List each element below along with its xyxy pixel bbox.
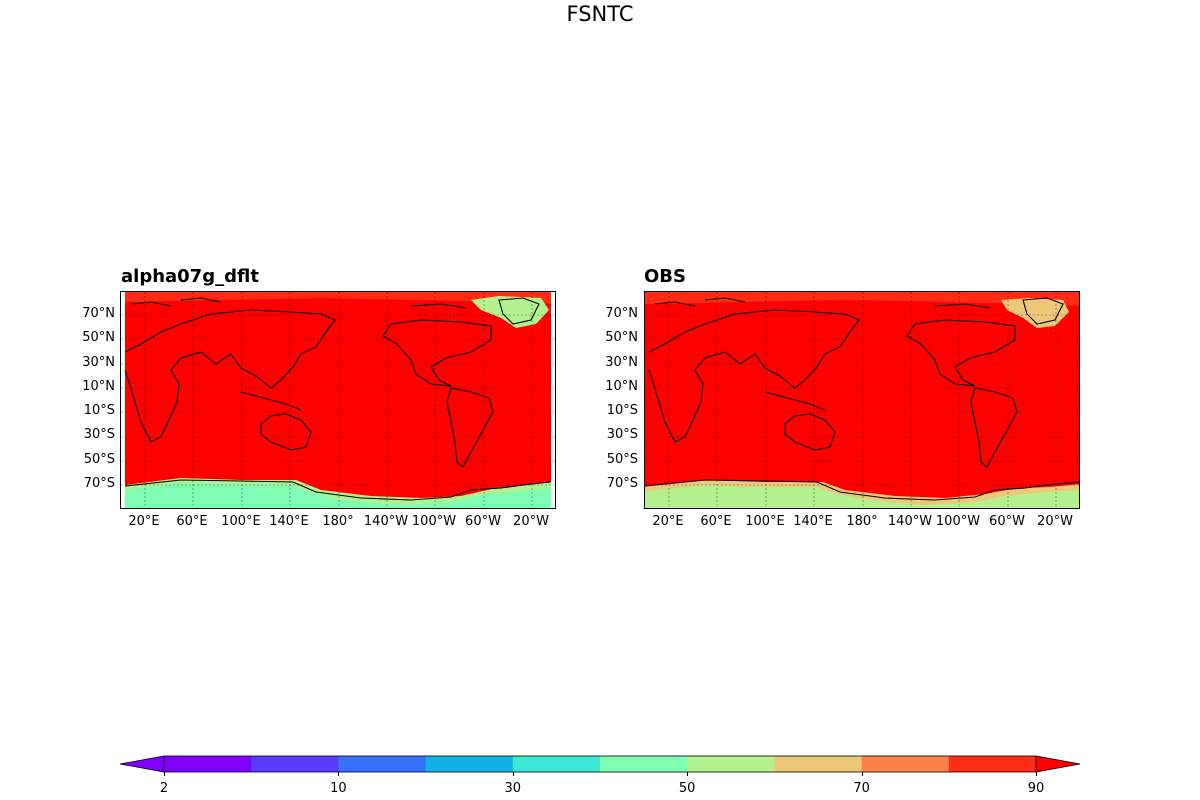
colorbar-tick-label: 10 <box>330 781 347 796</box>
colorbar-extend-over <box>1035 755 1081 773</box>
lon-label-left: 60°W <box>465 514 501 529</box>
colorbar-segment <box>774 756 863 772</box>
lat-label-right: 70°S <box>606 476 638 491</box>
lon-label-left: 20°W <box>513 514 549 529</box>
colorbar-tick-mark <box>512 772 514 776</box>
map-panel-left <box>120 291 556 509</box>
gridlines-right <box>645 292 1079 508</box>
coastlines-left <box>124 297 552 501</box>
colorbar-tick-label: 30 <box>504 781 522 796</box>
field-base-left <box>121 292 555 508</box>
colorbar-segment <box>512 756 601 772</box>
lon-label-left: 140°E <box>269 514 309 529</box>
colorbar-tick-label: 70 <box>853 781 870 796</box>
colorbar-segment <box>338 756 427 772</box>
lon-label-left: 140°W <box>363 514 409 529</box>
field-missing-right-edge <box>551 292 555 508</box>
lon-label-right: 180° <box>846 514 878 529</box>
colorbar-segment <box>251 756 339 772</box>
colorbar-frame <box>163 755 1037 773</box>
field-antarctic-edge-right <box>645 480 1079 505</box>
lon-label-right: 140°E <box>793 514 833 529</box>
colorbar-segment <box>861 756 950 772</box>
map-canvas-right <box>645 292 1079 508</box>
lon-label-right: 60°E <box>700 514 732 529</box>
lat-label-left: 10°S <box>83 403 115 418</box>
field-base-right <box>645 292 1079 508</box>
map-panel-right <box>644 291 1080 509</box>
lat-label-left: 10°N <box>82 379 115 394</box>
lat-label-left: 50°S <box>83 452 115 467</box>
lon-label-left: 180° <box>322 514 354 529</box>
lat-label-right: 30°S <box>606 427 638 442</box>
lon-label-left: 100°W <box>411 514 457 529</box>
lat-label-left: 70°N <box>82 306 115 321</box>
lat-label-right: 10°N <box>605 379 638 394</box>
field-top-band-right <box>645 292 1079 306</box>
colorbar-segment <box>600 756 688 772</box>
lat-label-right: 70°N <box>605 306 638 321</box>
lon-label-left: 100°E <box>221 514 261 529</box>
lat-label-right: 50°N <box>605 330 638 345</box>
lat-label-left: 30°S <box>83 427 115 442</box>
colorbar-tick-mark <box>164 772 165 776</box>
lon-label-left: 60°E <box>176 514 208 529</box>
lat-label-right: 50°S <box>606 452 638 467</box>
colorbar-tick-mark <box>687 772 689 776</box>
lon-label-right: 20°W <box>1037 514 1073 529</box>
colorbar-tick-mark <box>861 772 863 776</box>
lon-label-right: 20°E <box>652 514 684 529</box>
colorbar-segment <box>687 756 775 772</box>
map-title-right: OBS <box>644 266 686 287</box>
field-antarctic-edge-left <box>125 478 551 505</box>
lat-label-left: 50°N <box>82 330 115 345</box>
lon-label-right: 100°E <box>745 514 785 529</box>
colorbar <box>119 755 1081 773</box>
colorbar-segment <box>164 756 252 772</box>
lon-label-left: 20°E <box>128 514 160 529</box>
colorbar-tick-label: 90 <box>1027 781 1045 796</box>
lat-label-right: 30°N <box>605 355 638 370</box>
lon-label-right: 140°W <box>887 514 933 529</box>
gridlines-left <box>121 292 555 508</box>
colorbar-segment <box>948 756 1037 772</box>
colorbar-tick-mark <box>338 772 340 776</box>
field-missing-left-edge <box>121 292 125 508</box>
lon-label-right: 100°W <box>935 514 981 529</box>
colorbar-tick-mark <box>1036 772 1037 776</box>
lon-label-right: 60°W <box>989 514 1025 529</box>
colorbar-segment <box>425 756 514 772</box>
lat-label-left: 30°N <box>82 355 115 370</box>
colorbar-tick-label: 2 <box>159 781 169 796</box>
lat-label-left: 70°S <box>83 476 115 491</box>
coastlines-right <box>645 297 1079 501</box>
map-title-left: alpha07g_dflt <box>121 266 259 287</box>
field-top-band-left <box>121 292 555 304</box>
figure-title: FSNTC <box>566 2 634 26</box>
colorbar-extend-under <box>119 755 165 773</box>
colorbar-tick-label: 50 <box>678 781 696 796</box>
lat-label-right: 10°S <box>606 403 638 418</box>
map-canvas-left <box>121 292 555 508</box>
